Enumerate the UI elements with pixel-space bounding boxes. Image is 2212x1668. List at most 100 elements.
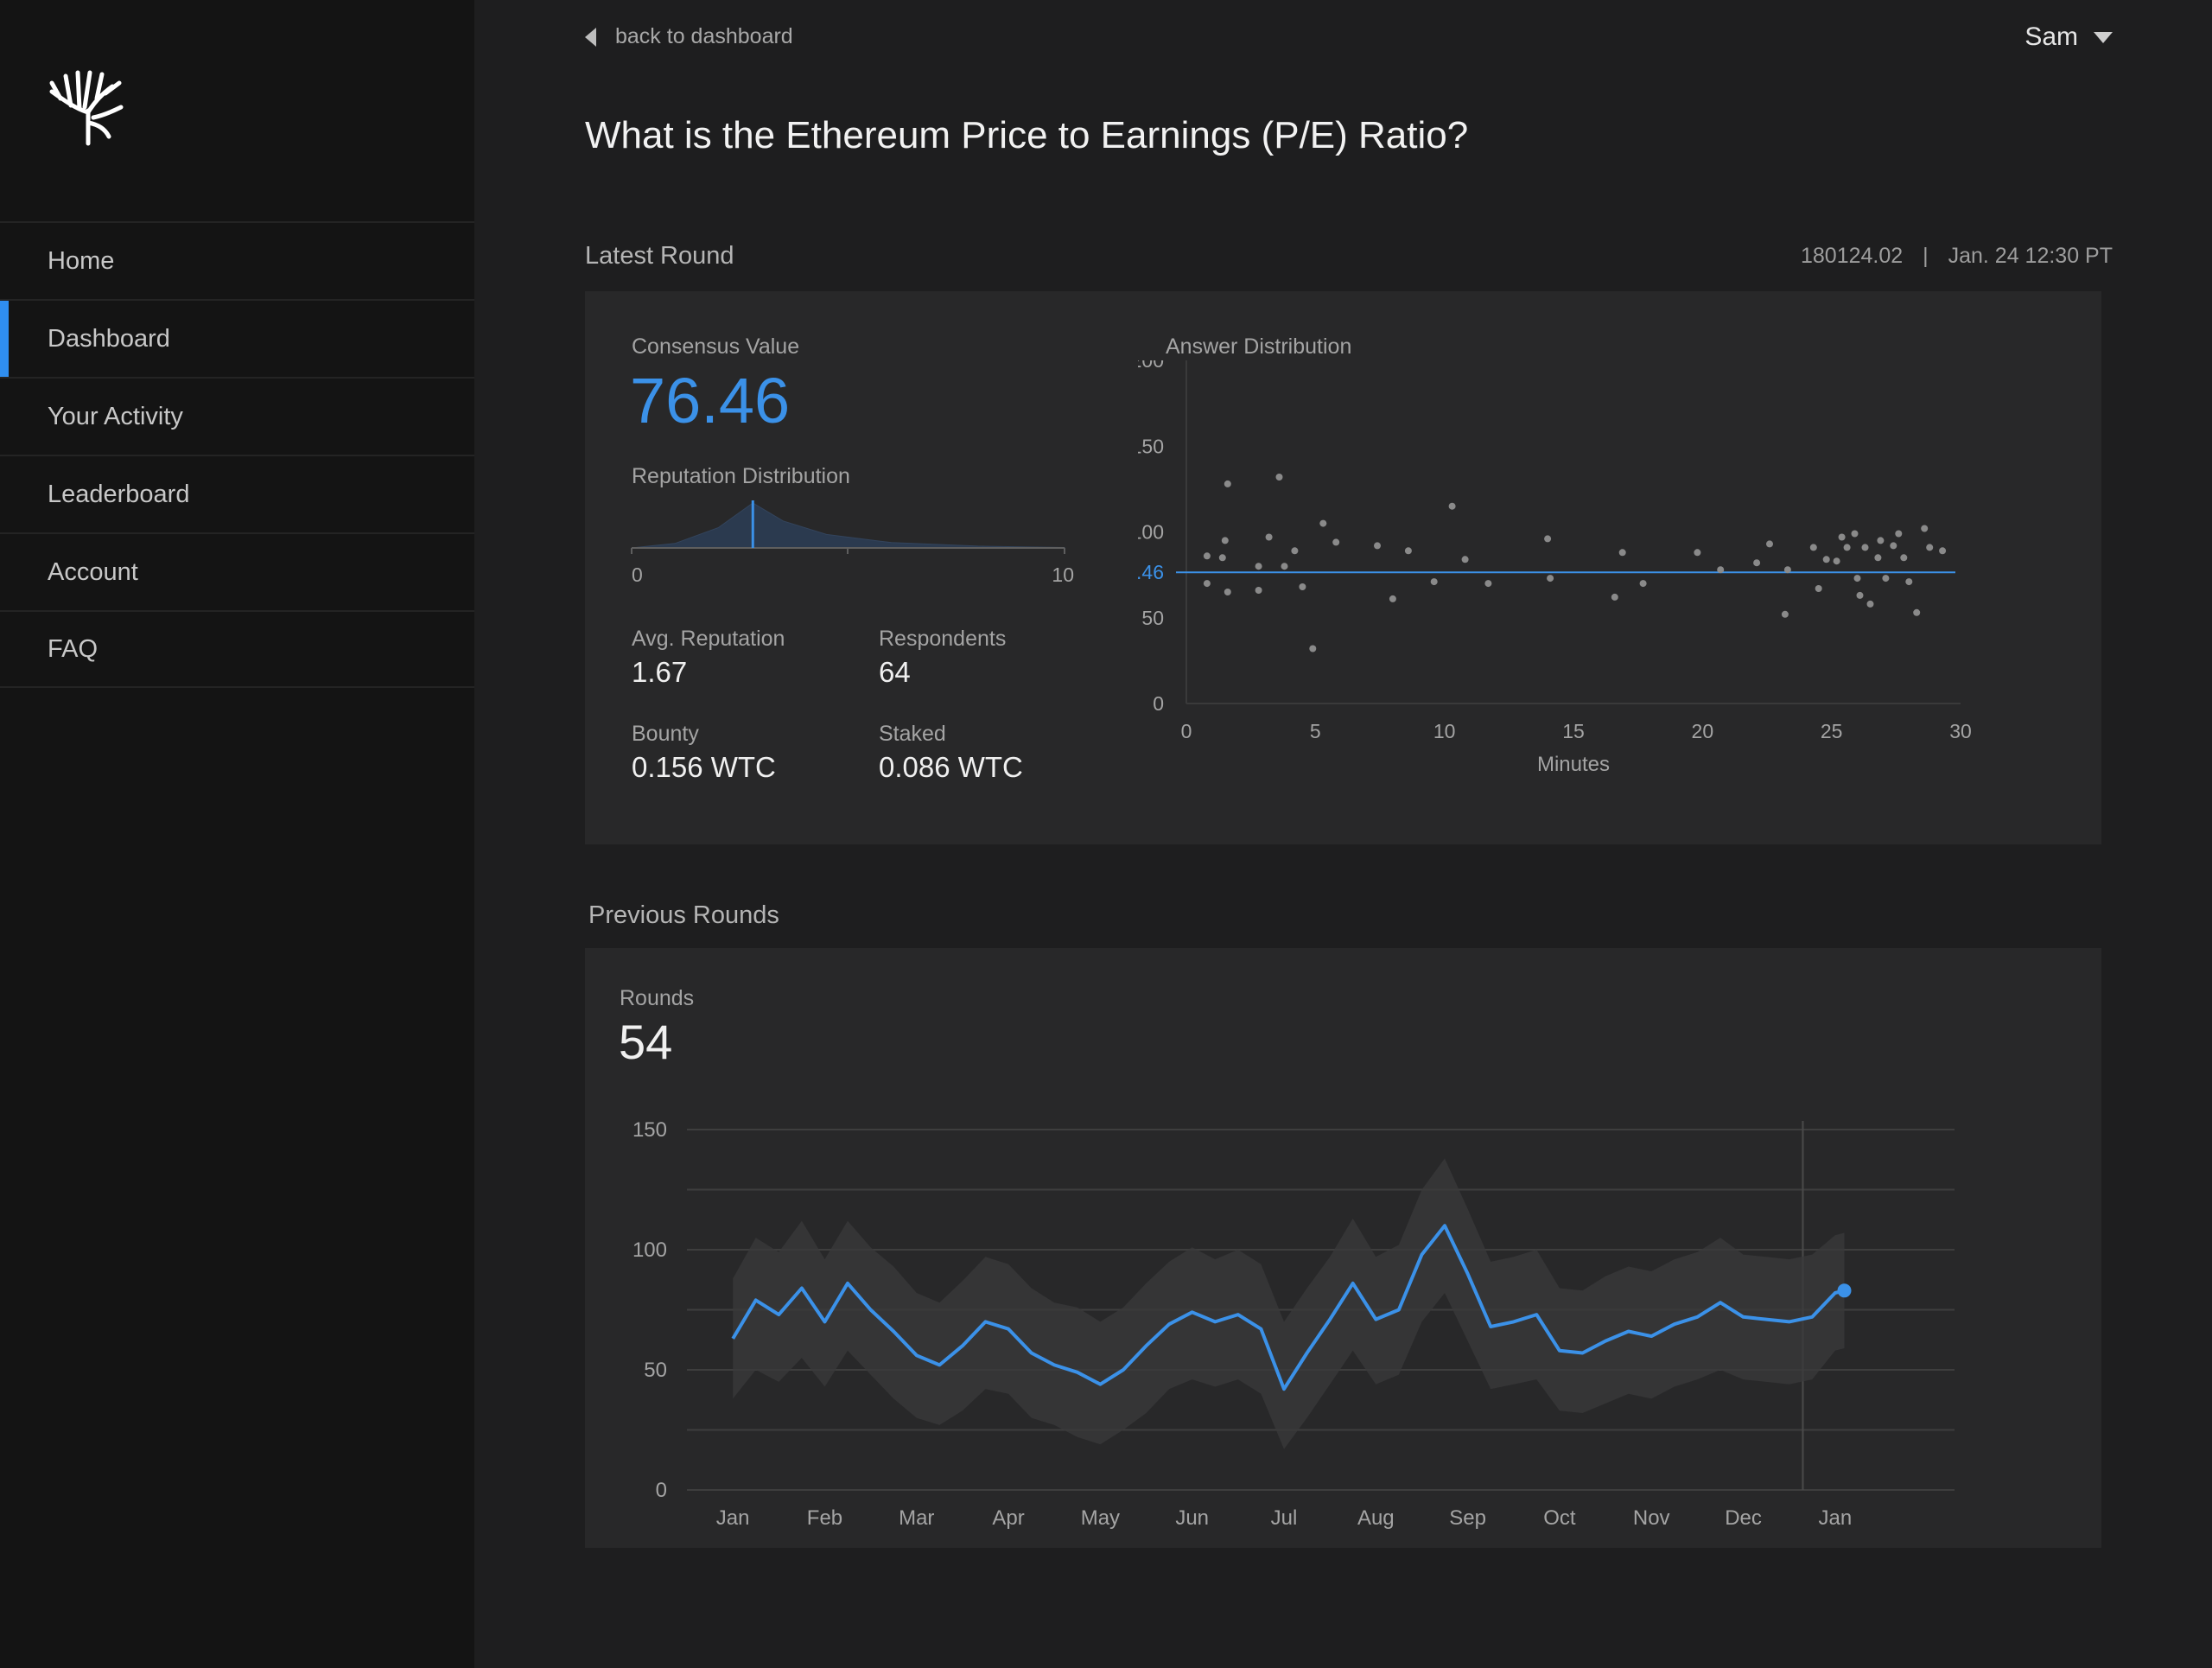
- scatter-point: [1717, 566, 1725, 574]
- user-menu[interactable]: Sam: [2024, 22, 2113, 52]
- back-to-dashboard-link[interactable]: back to dashboard: [585, 24, 793, 49]
- scatter-point: [1766, 540, 1773, 548]
- scatter-point: [1694, 549, 1701, 557]
- scatter-point: [1861, 544, 1869, 551]
- scatter-point: [1221, 537, 1229, 544]
- scatter-point: [1809, 544, 1817, 551]
- caret-left-icon: [585, 27, 596, 47]
- scatter-x-tick-label: 5: [1310, 720, 1321, 742]
- rounds-count: 54: [619, 1015, 673, 1069]
- reputation-area: [631, 502, 1065, 549]
- respondents-value: 64: [879, 656, 911, 688]
- scatter-point: [1851, 530, 1859, 538]
- round-id: 180124.02: [1801, 244, 1904, 268]
- scatter-point: [1783, 566, 1791, 574]
- sidebar-item-label: FAQ: [48, 634, 99, 663]
- scatter-point: [1611, 593, 1618, 601]
- scatter-point: [1291, 547, 1299, 555]
- scatter-point: [1461, 556, 1469, 563]
- scatter-point: [1484, 580, 1492, 588]
- line-x-tick-label: Aug: [1357, 1506, 1395, 1530]
- scatter-point: [1838, 533, 1846, 541]
- meta-separator: |: [1923, 244, 1929, 268]
- scatter-point: [1430, 578, 1438, 586]
- scatter-point: [1939, 547, 1947, 555]
- main-content: back to dashboard Sam What is the Ethere…: [474, 0, 2212, 1668]
- scatter-point: [1332, 538, 1340, 546]
- scatter-point: [1281, 563, 1288, 570]
- round-meta: 180124.02 | Jan. 24 12:30 PT: [1801, 244, 2113, 269]
- reputation-distribution-chart: 0 10: [631, 500, 1074, 586]
- scatter-point: [1224, 589, 1231, 595]
- line-x-tick-label: Sep: [1449, 1506, 1486, 1530]
- line-x-tick-label: Jan: [1818, 1506, 1852, 1530]
- latest-round-heading: Latest Round: [585, 242, 734, 270]
- line-x-tick-label: Dec: [1725, 1506, 1762, 1530]
- scatter-point: [1309, 645, 1317, 653]
- sidebar-item-dashboard[interactable]: Dashboard: [0, 299, 474, 377]
- line-x-tick-label: May: [1081, 1506, 1120, 1530]
- scatter-point: [1753, 559, 1761, 567]
- scatter-point: [1856, 591, 1864, 599]
- scatter-point: [1815, 585, 1822, 592]
- back-label: back to dashboard: [615, 24, 793, 48]
- latest-point: [1837, 1283, 1852, 1298]
- sidebar-item-your-activity[interactable]: Your Activity: [0, 377, 474, 455]
- scatter-y-tick-label: 200: [1138, 360, 1164, 372]
- scatter-point: [1866, 600, 1874, 608]
- rounds-series-line: [731, 1224, 1845, 1391]
- scatter-y-tick-label: 50: [1141, 607, 1164, 629]
- scatter-point: [1265, 533, 1273, 541]
- scatter-point: [1299, 583, 1306, 590]
- scatter-point: [1374, 542, 1381, 550]
- scatter-point: [1547, 575, 1554, 583]
- scatter-point: [1882, 575, 1890, 583]
- sidebar-item-faq[interactable]: FAQ: [0, 610, 474, 688]
- sidebar-item-label: Account: [48, 557, 138, 586]
- scatter-point: [1389, 595, 1396, 602]
- sidebar-item-label: Leaderboard: [48, 480, 190, 508]
- scatter-y-tick-label: 0: [1153, 692, 1164, 715]
- sidebar-item-leaderboard[interactable]: Leaderboard: [0, 455, 474, 532]
- scatter-point: [1921, 525, 1929, 532]
- sidebar-item-home[interactable]: Home: [0, 221, 474, 299]
- scatter-x-tick-label: 30: [1949, 720, 1972, 742]
- staked-label: Staked: [879, 722, 946, 746]
- scatter-point: [1843, 544, 1851, 551]
- avg-reputation-value: 1.67: [632, 656, 688, 688]
- scatter-x-axis-label: Minutes: [1537, 753, 1610, 776]
- answer-distribution-label: Answer Distribution: [1166, 334, 1352, 359]
- scatter-point: [1203, 580, 1211, 588]
- scatter-x-tick-label: 20: [1692, 720, 1714, 742]
- caret-down-icon: [2094, 31, 2113, 43]
- answer-distribution-chart: 0 50 100 150 200 0 5 10 15 20 25 30 Minutes 76.46: [1138, 360, 1972, 776]
- bounty-label: Bounty: [632, 722, 699, 746]
- scatter-point: [1544, 535, 1552, 543]
- previous-rounds-panel: Rounds 54 0 50 100 150 Jan Feb Mar Apr May Jun Jul…: [585, 948, 2101, 1548]
- scatter-point: [1853, 575, 1861, 583]
- sidebar-item-account[interactable]: Account: [0, 532, 474, 610]
- user-name: Sam: [2024, 22, 2078, 51]
- scatter-point: [1833, 557, 1840, 565]
- scatter-x-tick-label: 25: [1821, 720, 1843, 742]
- consensus-line-label: 76.46: [1138, 561, 1164, 583]
- hand-tree-logo[interactable]: [45, 67, 124, 147]
- sidebar-nav: Home Dashboard Your Activity Leaderboard…: [0, 221, 474, 688]
- sidebar-item-label: Dashboard: [48, 324, 170, 353]
- scatter-point: [1319, 519, 1327, 527]
- scatter-point: [1224, 480, 1231, 487]
- scatter-point: [1255, 587, 1262, 594]
- scatter-point: [1639, 580, 1647, 588]
- scatter-point: [1404, 547, 1412, 555]
- scatter-y-tick-label: 100: [1138, 521, 1164, 544]
- line-x-tick-label: Oct: [1543, 1506, 1576, 1530]
- scatter-x-tick-label: 0: [1181, 720, 1192, 742]
- scatter-x-tick-label: 10: [1433, 720, 1456, 742]
- respondents-label: Respondents: [879, 627, 1007, 651]
- consensus-value: 76.46: [630, 365, 791, 436]
- reputation-distribution-label: Reputation Distribution: [632, 464, 850, 488]
- line-x-tick-label: Jul: [1271, 1506, 1298, 1530]
- line-y-tick-label: 100: [632, 1238, 667, 1262]
- avg-reputation-label: Avg. Reputation: [632, 627, 785, 651]
- scatter-point: [1822, 556, 1830, 563]
